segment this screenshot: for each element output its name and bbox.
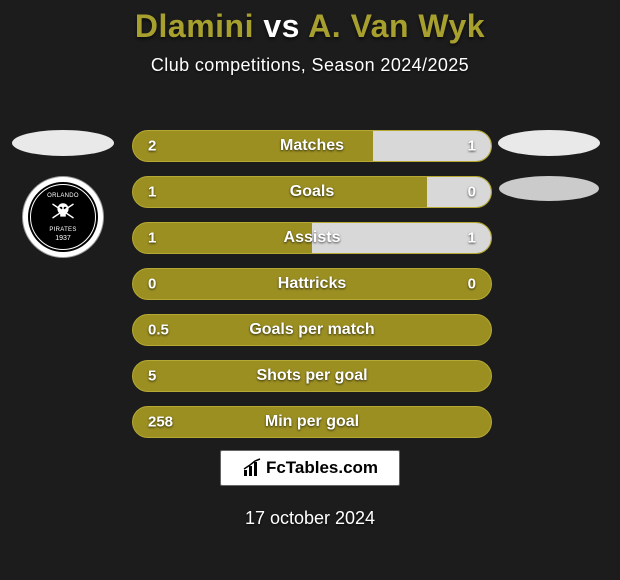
bar-val-right: 1	[468, 138, 476, 155]
bar-val-right: 0	[468, 184, 476, 201]
bar-val-left: 0.5	[148, 322, 169, 339]
bar-right-fill	[427, 177, 491, 207]
bar-row-goals: 1 Goals 0	[132, 176, 492, 208]
bar-val-right: 1	[468, 230, 476, 247]
bar-label: Shots per goal	[256, 367, 367, 385]
bar-label: Hattricks	[278, 275, 346, 293]
barchart-icon	[242, 458, 262, 478]
bar-row-min-per-goal: 258 Min per goal	[132, 406, 492, 438]
title-player1: Dlamini	[135, 8, 254, 44]
bar-val-left: 1	[148, 230, 156, 247]
bar-row-matches: 2 Matches 1	[132, 130, 492, 162]
title-player2: A. Van Wyk	[308, 8, 485, 44]
bar-label: Matches	[280, 137, 344, 155]
title-vs: vs	[263, 8, 300, 44]
left-club-logo: ORLANDO PIRATES 1937	[22, 176, 104, 258]
stats-bars: 2 Matches 1 1 Goals 0 1 Assists 1 0 Hatt…	[132, 130, 492, 438]
right-ellipse-placeholder-2	[499, 176, 599, 201]
bar-val-left: 1	[148, 184, 156, 201]
brand-text: FcTables.com	[266, 458, 378, 478]
brand-badge: FcTables.com	[220, 450, 400, 486]
left-ellipse-placeholder	[12, 130, 114, 156]
bar-row-shots-per-goal: 5 Shots per goal	[132, 360, 492, 392]
subtitle: Club competitions, Season 2024/2025	[0, 55, 620, 76]
right-badges	[498, 130, 600, 201]
bar-row-hattricks: 0 Hattricks 0	[132, 268, 492, 300]
right-ellipse-placeholder-1	[498, 130, 600, 156]
bar-val-left: 5	[148, 368, 156, 385]
bar-label: Goals per match	[249, 321, 374, 339]
title: Dlamini vs A. Van Wyk	[0, 8, 620, 45]
bar-label: Min per goal	[265, 413, 359, 431]
bar-val-left: 2	[148, 138, 156, 155]
date-text: 17 october 2024	[245, 508, 375, 529]
bar-val-right: 0	[468, 276, 476, 293]
bar-row-goals-per-match: 0.5 Goals per match	[132, 314, 492, 346]
bar-row-assists: 1 Assists 1	[132, 222, 492, 254]
left-badges: ORLANDO PIRATES 1937	[12, 130, 114, 258]
bar-val-left: 258	[148, 414, 173, 431]
bar-label: Assists	[284, 229, 341, 247]
bar-val-left: 0	[148, 276, 156, 293]
bar-label: Goals	[290, 183, 334, 201]
